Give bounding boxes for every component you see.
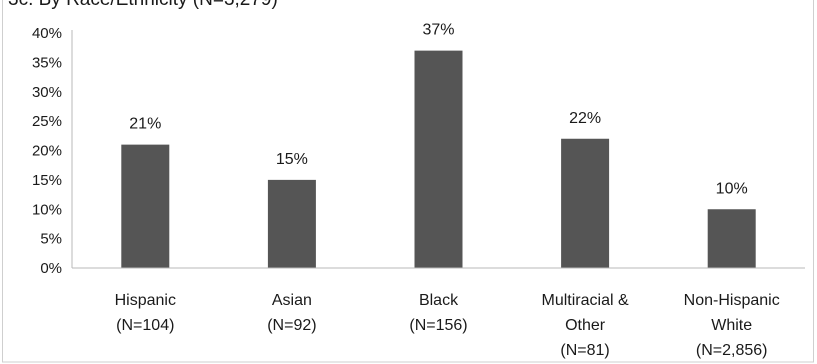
bar [267, 179, 316, 268]
x-tick-label: Asian [272, 292, 312, 309]
y-tick-label: 15% [32, 172, 62, 189]
x-tick-label: Non-Hispanic [684, 292, 780, 309]
x-tick-label: White [711, 317, 752, 334]
x-tick-label: Other [565, 317, 606, 334]
x-tick-label: (N=81) [560, 342, 609, 359]
data-label: 15% [276, 151, 308, 168]
y-tick-label: 10% [32, 201, 62, 218]
bar [707, 209, 756, 268]
x-axis: Hispanic (N=104) Asian (N=92) Black (N=156) Mu… [72, 267, 805, 359]
y-tick-label: 20% [32, 143, 62, 160]
bar-series: 21% 15% 37% 22% 10% [121, 22, 756, 268]
data-label: 21% [129, 116, 161, 133]
y-tick-label: 25% [32, 113, 62, 130]
x-tick-label: (N=104) [116, 317, 174, 334]
x-tick-label: Multiracial & [542, 292, 629, 309]
x-tick-label: (N=156) [409, 317, 467, 334]
y-axis: 0% 5% 10% 15% 20% 25% 30% 35% 40% [32, 25, 73, 277]
y-tick-label: 30% [32, 84, 62, 101]
y-tick-label: 40% [32, 25, 62, 42]
x-tick-label: Hispanic [115, 292, 176, 309]
y-tick-label: 35% [32, 54, 62, 71]
data-label: 22% [569, 110, 601, 127]
x-tick-label: (N=2,856) [696, 342, 768, 359]
x-tick-label: (N=92) [267, 317, 316, 334]
data-label: 37% [422, 22, 454, 39]
bar [414, 50, 463, 268]
y-tick-label: 5% [40, 231, 62, 248]
x-tick-label: Black [419, 292, 459, 309]
chart-title: 3c. By Race/Ethnicity (N=3,279) [8, 0, 278, 10]
bar [561, 138, 610, 268]
bar [121, 144, 170, 268]
y-tick-label: 0% [40, 260, 62, 277]
data-label: 10% [716, 180, 748, 197]
